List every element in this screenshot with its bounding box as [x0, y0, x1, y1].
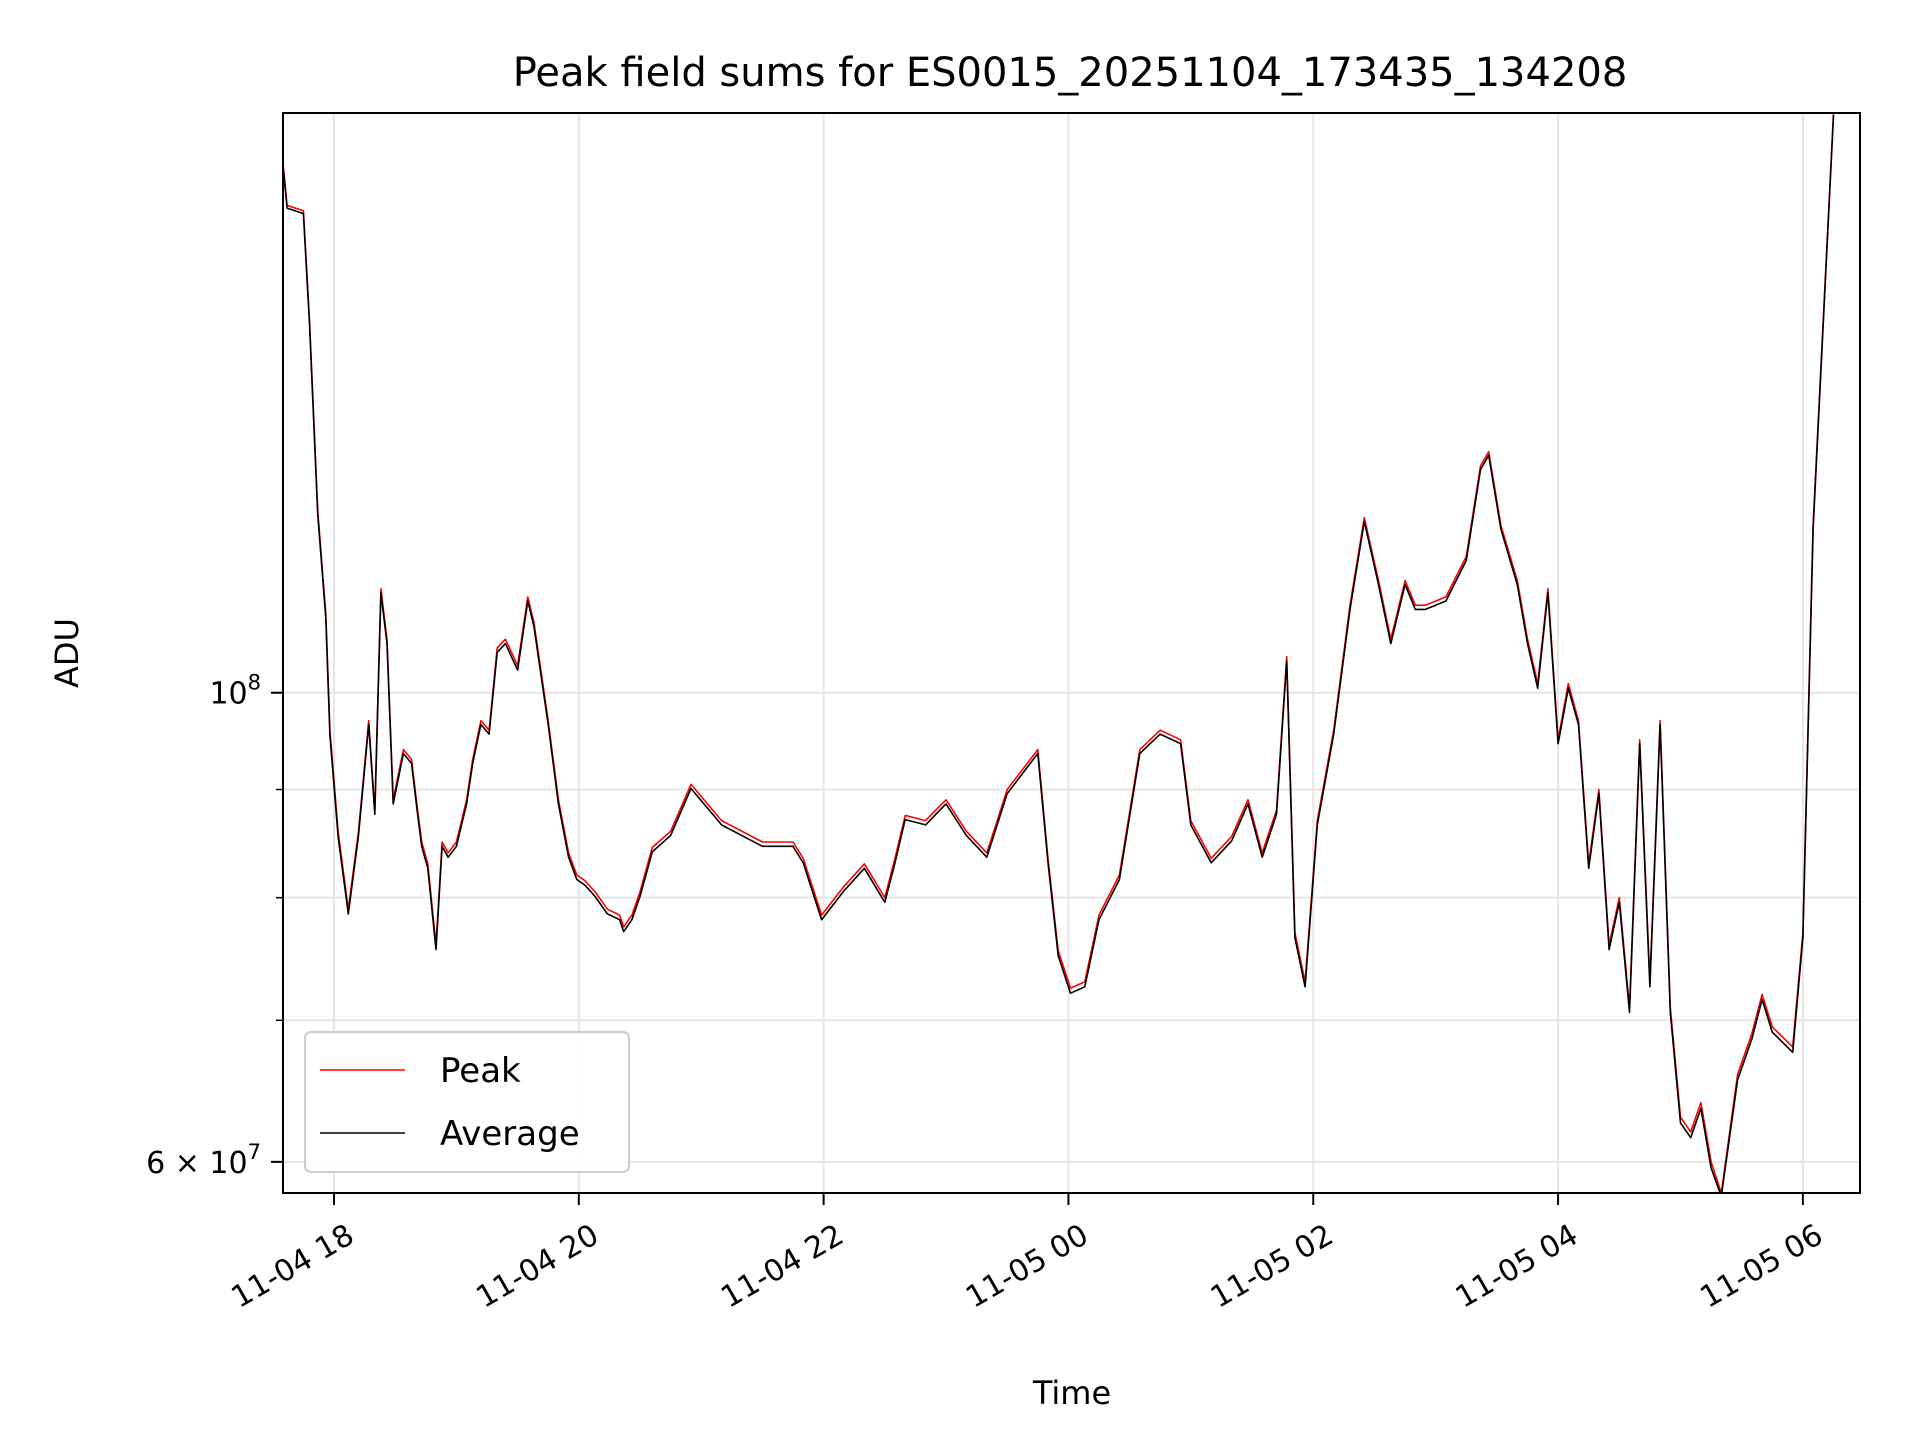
plot-area-frame — [282, 112, 1861, 1194]
y-ticks: 6 × 107 108 — [146, 671, 283, 1181]
y-axis-label: ADU — [48, 618, 86, 688]
chart-title: Peak field sums for ES0015_20251104_1734… — [513, 50, 1628, 96]
legend: Peak Average — [304, 1031, 630, 1173]
legend-box — [304, 1031, 630, 1173]
legend-label-peak: Peak — [440, 1051, 521, 1091]
y-tick-label-0: 6 × 107 — [146, 1140, 261, 1181]
series-line-average — [283, 115, 1835, 1193]
series-layer — [283, 113, 1835, 1193]
grid — [283, 113, 1860, 1193]
x-axis-label: Time — [1032, 1374, 1111, 1412]
legend-label-average: Average — [440, 1114, 580, 1154]
y-tick-label-1: 108 — [209, 671, 261, 712]
